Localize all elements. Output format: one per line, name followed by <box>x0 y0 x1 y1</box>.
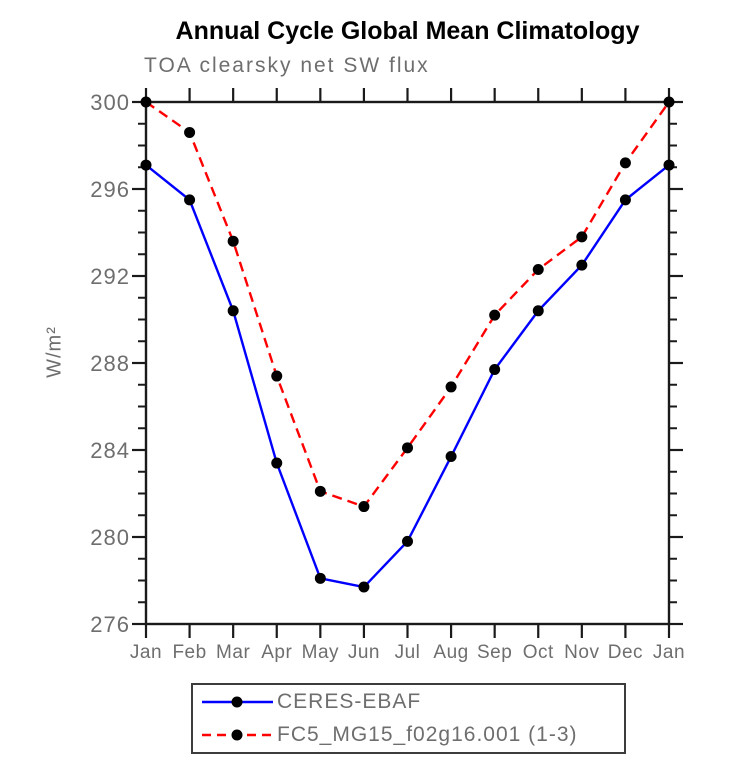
data-point-s1-6 <box>402 442 413 454</box>
x-axis-month-label: Nov <box>564 642 599 663</box>
legend-label-ceres: CERES-EBAF <box>277 690 422 714</box>
x-axis-month-label: Dec <box>608 642 643 663</box>
x-axis-month-label: Jun <box>348 642 380 663</box>
legend-line-sample-solid <box>202 696 273 708</box>
data-point-s1-4 <box>314 485 326 497</box>
x-axis-month-label: Jul <box>395 642 421 663</box>
y-axis-tick-label: 280 <box>90 525 130 550</box>
data-point-s0-10 <box>576 259 588 271</box>
data-point-s1-0 <box>140 96 152 108</box>
legend-label-fc5: FC5_MG15_f02g16.001 (1-3) <box>277 722 578 746</box>
data-point-s0-7 <box>445 451 457 463</box>
x-axis-month-label: Oct <box>523 642 554 663</box>
y-axis-tick-label: 284 <box>90 438 130 463</box>
x-axis-month-label: Feb <box>172 642 206 663</box>
data-point-s1-8 <box>489 309 501 321</box>
x-axis-month-label: Mar <box>216 642 250 663</box>
legend: CERES-EBAF FC5_MG15_f02g16.001 (1-3) <box>191 683 626 754</box>
y-axis-tick-label: 296 <box>90 177 130 202</box>
data-point-s1-3 <box>271 370 283 382</box>
y-axis-tick-label: 276 <box>90 612 130 637</box>
data-point-s0-9 <box>532 305 544 317</box>
data-point-s1-12 <box>663 96 675 108</box>
data-point-s0-2 <box>227 305 239 317</box>
x-axis-month-label: Apr <box>261 642 292 663</box>
x-axis-month-label: Aug <box>433 642 468 663</box>
x-axis-month-label: Jan <box>653 642 685 663</box>
data-point-s1-2 <box>227 235 239 247</box>
legend-line-sample-dashed <box>202 729 273 741</box>
x-axis-month-label: May <box>302 642 339 663</box>
legend-entry-ceres: CERES-EBAF <box>197 687 624 717</box>
data-point-s1-9 <box>532 263 544 275</box>
data-point-s0-0 <box>140 159 152 171</box>
legend-entry-fc5: FC5_MG15_f02g16.001 (1-3) <box>197 720 624 750</box>
chart-title: Annual Cycle Global Mean Climatology <box>175 17 640 45</box>
y-axis-tick-label: 300 <box>90 90 130 115</box>
series-line-0 <box>145 164 670 589</box>
data-point-s0-11 <box>619 194 631 206</box>
data-point-s0-6 <box>402 535 413 547</box>
chart-subtitle: TOA clearsky net SW flux <box>144 54 430 77</box>
data-point-s1-7 <box>445 381 457 393</box>
data-point-s0-5 <box>358 581 370 593</box>
data-point-s1-10 <box>576 231 588 243</box>
data-point-s1-5 <box>358 501 370 513</box>
y-axis-tick-label: 288 <box>90 351 130 376</box>
data-point-s1-11 <box>619 157 631 169</box>
x-axis-month-label: Sep <box>477 642 512 663</box>
data-point-s0-1 <box>184 194 196 206</box>
data-point-s0-4 <box>314 572 326 584</box>
x-axis-month-label: Jan <box>130 642 162 663</box>
data-point-s0-3 <box>271 457 283 469</box>
data-point-s0-8 <box>489 364 501 376</box>
data-point-s1-1 <box>184 126 196 138</box>
data-point-s0-12 <box>663 159 675 171</box>
y-axis-tick-label: 292 <box>90 264 130 289</box>
